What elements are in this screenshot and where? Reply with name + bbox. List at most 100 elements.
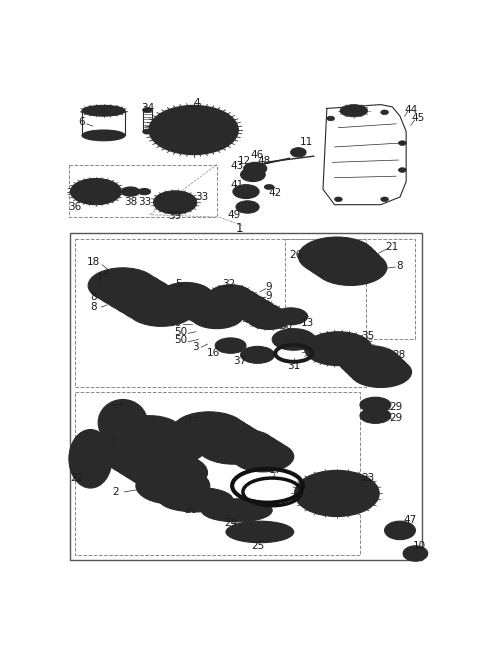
Ellipse shape: [227, 294, 250, 306]
Text: 22: 22: [70, 473, 83, 483]
Text: 20: 20: [184, 505, 197, 516]
Ellipse shape: [146, 301, 177, 316]
Ellipse shape: [167, 287, 221, 315]
Ellipse shape: [274, 308, 308, 325]
Ellipse shape: [304, 476, 369, 510]
Ellipse shape: [100, 434, 177, 473]
Text: 26: 26: [289, 250, 303, 259]
Ellipse shape: [184, 419, 258, 457]
Ellipse shape: [219, 290, 242, 302]
Text: 16: 16: [207, 348, 220, 358]
Ellipse shape: [106, 407, 140, 438]
Text: 35: 35: [361, 331, 374, 340]
Ellipse shape: [189, 421, 242, 448]
Text: 45: 45: [411, 113, 424, 124]
Text: 47: 47: [403, 516, 417, 525]
Ellipse shape: [224, 434, 265, 455]
Ellipse shape: [348, 350, 391, 372]
Ellipse shape: [138, 188, 151, 195]
Ellipse shape: [113, 282, 163, 307]
Ellipse shape: [291, 148, 306, 157]
Ellipse shape: [159, 283, 213, 310]
Ellipse shape: [207, 432, 260, 459]
Ellipse shape: [238, 187, 254, 196]
Ellipse shape: [142, 431, 207, 463]
Ellipse shape: [82, 130, 125, 141]
Text: 8: 8: [396, 261, 403, 271]
Ellipse shape: [365, 400, 385, 410]
Ellipse shape: [398, 168, 406, 172]
Ellipse shape: [152, 436, 196, 458]
Ellipse shape: [174, 292, 228, 320]
Ellipse shape: [118, 415, 182, 448]
Ellipse shape: [264, 184, 274, 190]
Ellipse shape: [221, 341, 240, 350]
Ellipse shape: [278, 332, 309, 347]
Ellipse shape: [177, 121, 211, 139]
Ellipse shape: [159, 487, 233, 512]
Text: 38: 38: [124, 197, 137, 208]
Ellipse shape: [234, 299, 258, 311]
Ellipse shape: [111, 440, 165, 467]
Ellipse shape: [232, 441, 294, 472]
Ellipse shape: [123, 419, 188, 452]
Text: 19: 19: [240, 428, 252, 439]
Ellipse shape: [235, 525, 285, 539]
Text: 25: 25: [251, 541, 264, 551]
Ellipse shape: [247, 349, 268, 360]
Ellipse shape: [403, 546, 428, 561]
Ellipse shape: [130, 452, 184, 478]
Text: 50: 50: [174, 327, 187, 336]
FancyBboxPatch shape: [71, 233, 421, 560]
Ellipse shape: [314, 336, 363, 361]
Ellipse shape: [184, 296, 219, 314]
Ellipse shape: [315, 483, 359, 504]
Ellipse shape: [118, 444, 171, 471]
Ellipse shape: [88, 268, 157, 303]
Ellipse shape: [244, 162, 267, 175]
Text: 24: 24: [224, 518, 237, 528]
Ellipse shape: [122, 287, 154, 303]
Text: 50: 50: [174, 335, 187, 345]
Ellipse shape: [190, 301, 244, 329]
Text: 31: 31: [287, 360, 300, 371]
Ellipse shape: [311, 243, 363, 269]
Ellipse shape: [226, 437, 288, 468]
Text: 30: 30: [279, 322, 293, 331]
Ellipse shape: [136, 296, 186, 322]
Ellipse shape: [125, 189, 136, 194]
Ellipse shape: [104, 277, 173, 313]
Text: 49: 49: [228, 210, 241, 220]
Ellipse shape: [106, 278, 156, 303]
Ellipse shape: [299, 237, 375, 276]
Ellipse shape: [195, 424, 248, 452]
Ellipse shape: [226, 521, 294, 543]
Ellipse shape: [233, 184, 259, 199]
Text: 43: 43: [230, 161, 243, 171]
Ellipse shape: [309, 245, 383, 282]
Ellipse shape: [250, 308, 273, 320]
Text: 21: 21: [385, 242, 399, 252]
Ellipse shape: [217, 289, 260, 311]
Ellipse shape: [242, 303, 265, 315]
Ellipse shape: [350, 356, 411, 388]
Ellipse shape: [106, 438, 183, 476]
Ellipse shape: [295, 470, 379, 516]
Text: 23: 23: [361, 473, 374, 483]
Ellipse shape: [121, 187, 140, 196]
Text: 18: 18: [97, 273, 110, 283]
Text: 33: 33: [195, 192, 208, 202]
Text: 9: 9: [266, 282, 273, 292]
Ellipse shape: [169, 199, 181, 206]
Ellipse shape: [136, 467, 210, 504]
Ellipse shape: [257, 313, 281, 325]
Ellipse shape: [164, 115, 223, 146]
Ellipse shape: [244, 170, 262, 179]
Text: 37: 37: [233, 356, 246, 366]
Text: 1: 1: [236, 222, 243, 235]
Ellipse shape: [130, 291, 161, 307]
Text: 34: 34: [141, 104, 154, 113]
Ellipse shape: [304, 241, 379, 279]
Text: 41: 41: [230, 181, 243, 190]
Ellipse shape: [127, 291, 196, 326]
